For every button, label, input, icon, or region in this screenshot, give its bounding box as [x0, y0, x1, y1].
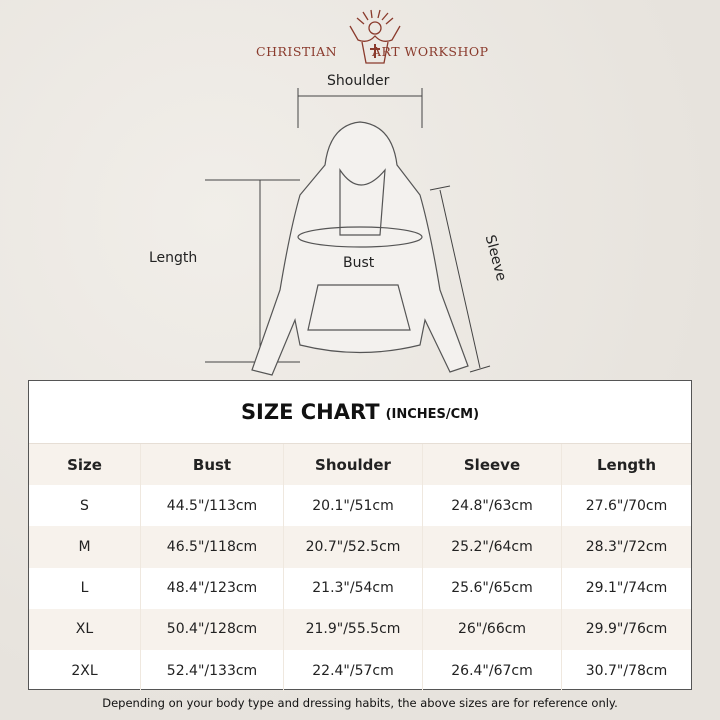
header-cell: Bust [141, 444, 284, 486]
table-cell: 29.1"/74cm [585, 580, 668, 597]
header-cell: Shoulder [284, 444, 423, 486]
table-cell: 22.4"/57cm [284, 649, 423, 692]
table-cell: 26"/66cm [423, 608, 562, 650]
jesus-logo-icon [349, 9, 401, 64]
table-cell: XL [29, 608, 141, 650]
table-cell: 20.1"/51cm [284, 485, 423, 527]
table-cell: 26.4"/67cm [423, 649, 562, 692]
table-cell: L [29, 567, 141, 609]
bust-label: Bust [343, 255, 375, 271]
table-cell: 28.3"/72cm [585, 538, 668, 555]
brand-left: CHRISTIAN [256, 44, 338, 59]
table-cell: S [29, 485, 141, 527]
table-cell: 44.5"/113cm [141, 485, 284, 527]
table-cell: 27.6"/70cm [585, 497, 668, 514]
table-cell: M [29, 526, 141, 568]
length-label: Length [149, 250, 198, 266]
unit-text: (INCHES/CM) [385, 406, 480, 422]
header-cell: Sleeve [423, 444, 562, 486]
size-chart-table: SIZE CHART (INCHES/CM) Size Bust Shoulder… [28, 380, 692, 692]
header-cell: Size [29, 444, 141, 486]
table-cell: 46.5"/118cm [141, 526, 284, 568]
table-row: 2XL 52.4"/133cm 22.4"/57cm 26.4"/67cm 30.7"/… [29, 649, 691, 692]
table-row: L 48.4"/123cm 21.3"/54cm 25.6"/65cm 29.1"/74… [29, 567, 691, 609]
table-cell: 52.4"/133cm [141, 649, 284, 692]
table-row: S 44.5"/113cm 20.1"/51cm 24.8"/63cm 27.6"/70… [29, 485, 691, 527]
table-cell: 21.9"/55.5cm [284, 608, 423, 650]
hoodie-diagram [205, 88, 491, 376]
table-cell: 50.4"/128cm [141, 608, 284, 650]
table-row: XL 50.4"/128cm 21.9"/55.5cm 26"/66cm 29.9"/7… [29, 608, 691, 650]
shoulder-label: Shoulder [327, 73, 390, 89]
table-cell: 2XL [29, 649, 141, 692]
table-cell: 21.3"/54cm [284, 567, 423, 609]
table-cell: 48.4"/123cm [141, 567, 284, 609]
table-cell: 29.9"/76cm [585, 621, 668, 638]
table-cell: 20.7"/52.5cm [284, 526, 423, 568]
header-cell: Length [597, 455, 656, 474]
table-cell: 30.7"/78cm [585, 662, 668, 679]
footer-note: Depending on your body type and dressing… [102, 696, 618, 710]
header-row: Size Bust Shoulder Sleeve Length [29, 444, 691, 486]
title-text: SIZE CHART [240, 400, 380, 424]
table-cell: 25.6"/65cm [423, 567, 562, 609]
table-row: M 46.5"/118cm 20.7"/52.5cm 25.2"/64cm 28.3"/… [29, 526, 691, 568]
table-cell: 24.8"/63cm [423, 485, 562, 527]
table-cell: 25.2"/64cm [423, 526, 562, 568]
brand-right: ART WORKSHOP [372, 44, 489, 59]
table-title: SIZE CHART (INCHES/CM) [29, 381, 691, 444]
